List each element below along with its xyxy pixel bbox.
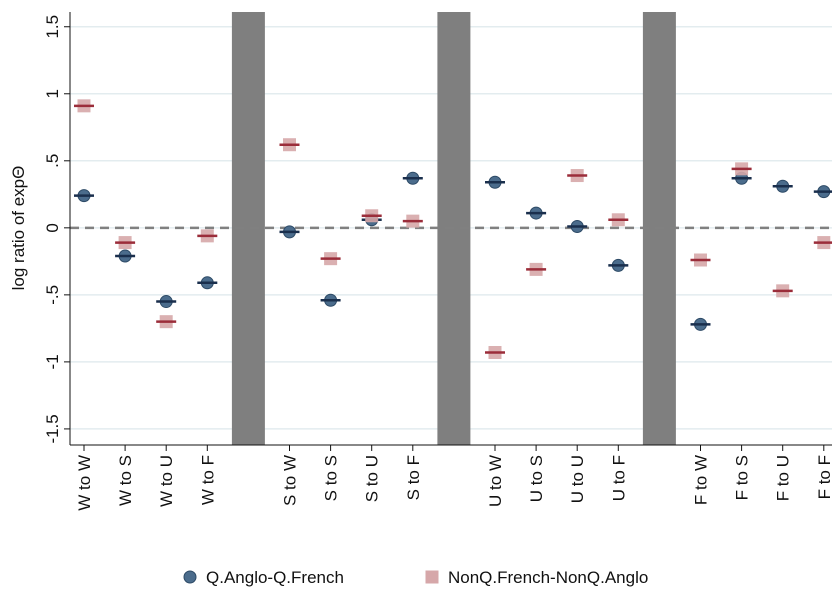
point: [731, 162, 752, 176]
point: [320, 293, 341, 307]
point: [320, 252, 341, 266]
legend-marker: [425, 570, 439, 584]
y-tick-label: -1.5: [43, 414, 62, 443]
legend-label: Q.Anglo-Q.French: [206, 568, 344, 587]
x-tick-label: U to U: [568, 455, 587, 503]
point: [74, 189, 94, 203]
legend-marker: [183, 570, 197, 584]
point: [197, 276, 218, 290]
x-tick-label: S to W: [281, 455, 300, 506]
x-tick-label: S to F: [404, 455, 423, 500]
point: [526, 262, 547, 276]
x-tick-label: W to W: [75, 455, 94, 511]
point: [156, 315, 177, 329]
point: [279, 138, 300, 152]
point: [115, 236, 136, 250]
point: [485, 175, 505, 189]
point: [567, 169, 588, 183]
point: [526, 206, 547, 220]
point: [690, 317, 711, 331]
y-tick-label: .5: [43, 154, 62, 168]
point: [772, 284, 793, 298]
y-tick-label: -1: [43, 354, 62, 369]
point: [608, 213, 629, 227]
x-tick-label: F to F: [815, 455, 832, 499]
y-tick-label: -.5: [43, 285, 62, 305]
point: [115, 249, 136, 263]
legend-label: NonQ.French-NonQ.Anglo: [448, 568, 648, 587]
x-tick-label: F to U: [774, 455, 793, 501]
x-tick-label: F to W: [692, 455, 711, 505]
x-tick-label: S to S: [322, 455, 341, 501]
x-tick-label: U to S: [527, 455, 546, 502]
point: [813, 185, 832, 199]
point: [197, 229, 218, 243]
y-axis-label: log ratio of expΘ: [9, 166, 28, 291]
y-tick-label: 0: [43, 223, 62, 232]
point: [361, 209, 382, 223]
x-tick-label: W to U: [157, 455, 176, 507]
x-tick-label: W to S: [116, 455, 135, 506]
point: [402, 214, 423, 228]
point: [279, 225, 300, 239]
x-tick-label: U to F: [609, 455, 628, 501]
point: [690, 253, 711, 267]
x-tick-label: U to W: [486, 455, 505, 507]
point: [813, 236, 832, 250]
point: [74, 99, 94, 113]
point: [608, 258, 629, 272]
point: [567, 219, 588, 233]
x-tick-label: S to U: [363, 455, 382, 502]
point: [156, 295, 177, 309]
y-tick-label: 1: [43, 89, 62, 98]
y-tick-label: 1.5: [43, 15, 62, 39]
x-tick-label: F to S: [733, 455, 752, 500]
point: [485, 346, 505, 360]
point: [402, 171, 423, 185]
x-tick-label: W to F: [198, 455, 217, 505]
point: [772, 179, 793, 193]
